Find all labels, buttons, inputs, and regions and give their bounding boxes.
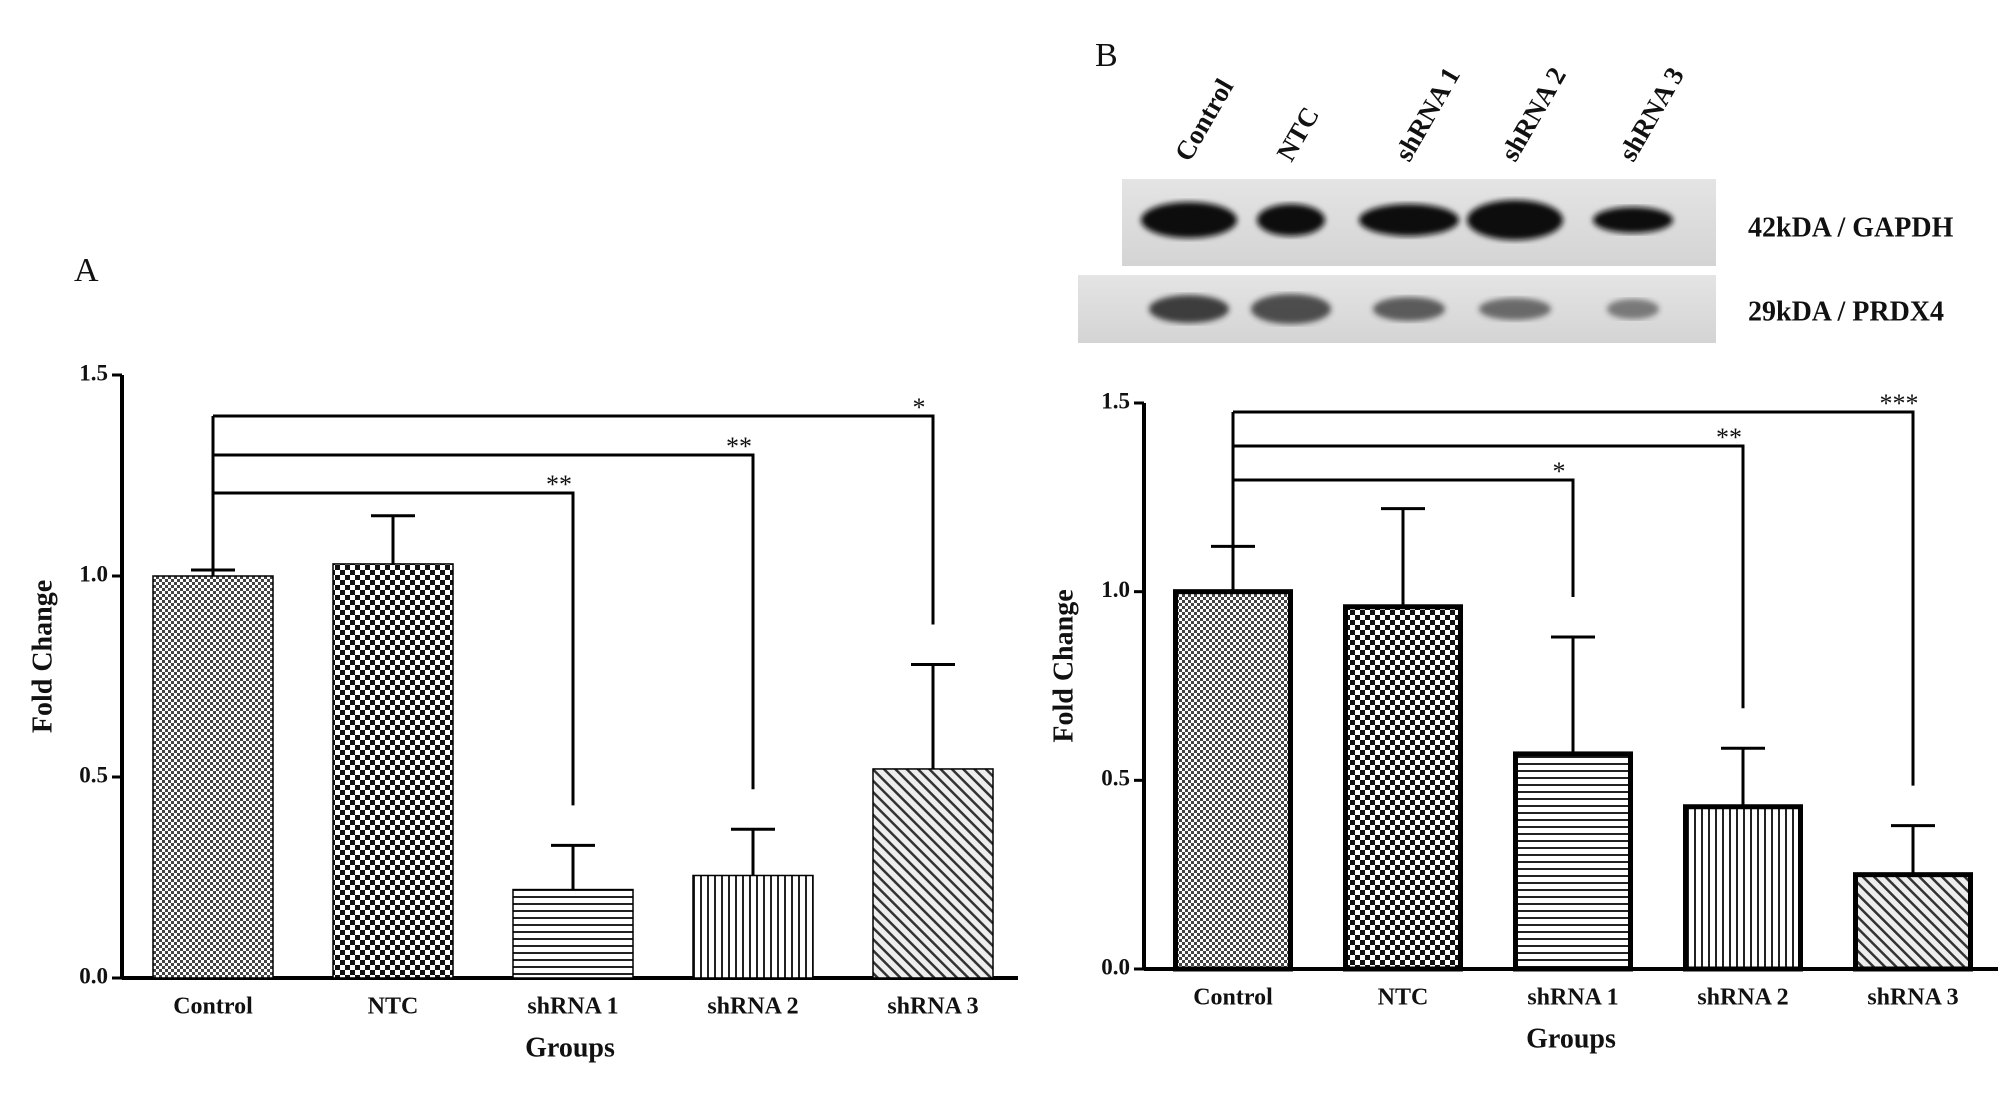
y-axis-label: Fold Change [1048,589,1079,742]
band-label: 42kDA / GAPDH [1748,212,1954,243]
y-tick-label: 0.0 [1101,954,1130,979]
bracket [213,453,755,790]
x-tick-label: shRNA 2 [1697,985,1788,1011]
lane-label: shRNA 3 [1613,62,1690,166]
bar [512,888,634,979]
blot-band [1359,204,1459,236]
bar [1173,589,1293,972]
significance-label: * [1553,457,1566,486]
bar [692,874,814,979]
x-tick-label: shRNA 3 [887,994,978,1020]
significance-label: * [913,393,926,422]
blot-band [1141,202,1237,238]
bar [1683,804,1803,972]
lane-label: NTC [1271,102,1325,166]
x-tick-label: Control [173,994,253,1020]
bracket [1233,444,1745,709]
band-label: 29kDA / PRDX4 [1748,296,1944,327]
significance-label: ** [1716,423,1742,452]
x-tick-label: shRNA 2 [707,994,798,1020]
bar [152,575,274,979]
lane-label: shRNA 2 [1495,62,1572,166]
blot-band [1593,207,1673,233]
x-tick-label: shRNA 1 [1527,985,1618,1011]
y-axis-label: Fold Change [27,580,58,733]
bracket [1233,478,1575,597]
panel-label: A [74,252,99,289]
blot-band [1257,204,1325,236]
bar [332,563,454,979]
y-tick-label: 1.5 [79,360,108,385]
lane-label: Control [1169,73,1240,166]
bar [1513,751,1633,972]
x-tick-label: Control [1193,985,1273,1011]
bracket [213,491,575,806]
blot-band [1373,297,1445,321]
x-tick-label: NTC [1378,985,1429,1011]
blot-band [1479,298,1551,320]
y-tick-label: 1.5 [1101,388,1130,413]
bracket [213,414,935,625]
bar [1853,872,1973,972]
blot-band [1467,200,1563,240]
lane-label: shRNA 1 [1389,62,1466,166]
y-tick-label: 1.0 [79,561,108,586]
significance-label: *** [1880,389,1919,418]
y-tick-label: 0.5 [79,762,108,787]
blot-band [1149,295,1229,323]
y-tick-label: 0.0 [79,963,108,988]
blot-band [1607,299,1659,319]
y-tick-label: 0.5 [1101,766,1130,791]
bracket [1233,410,1915,786]
x-tick-label: shRNA 1 [527,994,618,1020]
bar [872,768,994,979]
panel-label: B [1095,37,1118,74]
x-tick-label: shRNA 3 [1867,985,1958,1011]
blot-band [1251,294,1331,324]
significance-label: ** [546,470,572,499]
x-axis-label: Groups [1526,1023,1616,1054]
bar [1343,604,1463,972]
x-axis-label: Groups [525,1032,615,1063]
y-tick-label: 1.0 [1101,577,1130,602]
x-tick-label: NTC [368,994,419,1020]
significance-label: ** [726,432,752,461]
